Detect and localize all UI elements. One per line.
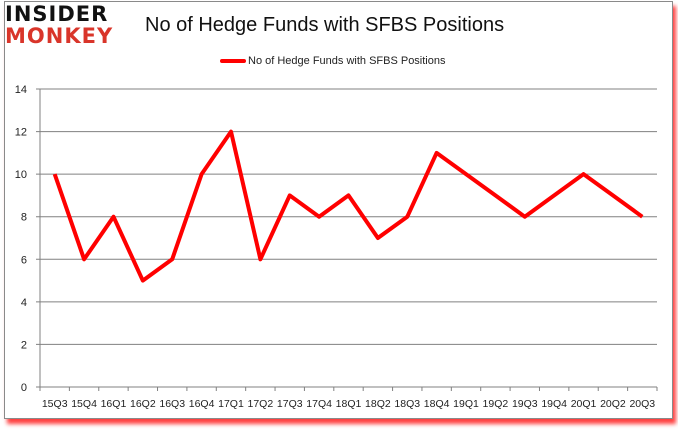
logo-line-2: MONKEY (5, 24, 114, 48)
x-tick-label: 17Q1 (218, 398, 244, 410)
logo-line-1: INSIDER (5, 2, 109, 26)
y-tick-label: 2 (21, 339, 27, 351)
y-tick-label: 0 (21, 382, 27, 394)
x-tick-label: 19Q3 (512, 398, 538, 410)
x-tick-label: 16Q1 (101, 398, 127, 410)
chart-title: No of Hedge Funds with SFBS Positions (145, 14, 505, 36)
legend-line-swatch-icon (220, 59, 246, 63)
x-tick-label: 18Q4 (424, 398, 450, 410)
x-tick-label: 19Q2 (483, 398, 509, 410)
x-tick-label: 16Q3 (159, 398, 185, 410)
x-tick-label: 18Q2 (365, 398, 391, 410)
gridlines (36, 88, 657, 388)
series-line (52, 129, 644, 283)
x-tick-label: 19Q4 (541, 398, 567, 410)
y-tick-label: 12 (15, 127, 27, 139)
x-tick-label: 16Q2 (130, 398, 156, 410)
chart-frame (4, 1, 673, 419)
x-tick-label: 15Q4 (71, 398, 97, 410)
y-tick-label: 10 (15, 169, 27, 181)
x-tick-label: 20Q1 (571, 398, 597, 410)
x-tick-label: 18Q3 (394, 398, 420, 410)
x-tick-label: 18Q1 (336, 398, 362, 410)
y-axis: 0 2 4 6 8 10 12 14 (15, 84, 41, 394)
x-tick-label: 19Q1 (453, 398, 479, 410)
y-tick-label: 14 (15, 84, 27, 96)
x-tick-label: 17Q2 (248, 398, 274, 410)
y-tick-label: 4 (21, 297, 27, 309)
x-axis: 15Q3 15Q4 16Q1 16Q2 16Q3 16Q4 17Q1 17Q2 17Q3 17Q4… (39, 387, 658, 410)
x-tick-label: 15Q3 (42, 398, 68, 410)
y-tick-label: 8 (21, 212, 27, 224)
y-tick-label: 6 (21, 254, 27, 266)
x-tick-label: 20Q2 (600, 398, 626, 410)
x-tick-label: 17Q4 (306, 398, 332, 410)
x-tick-label: 16Q4 (189, 398, 215, 410)
x-tick-label: 17Q3 (277, 398, 303, 410)
chart-legend: No of Hedge Funds with SFBS Positions (220, 55, 445, 67)
insider-monkey-logo: INSIDER MONKEY (5, 4, 130, 47)
legend-label: No of Hedge Funds with SFBS Positions (248, 55, 446, 67)
x-tick-label: 20Q3 (629, 398, 655, 410)
